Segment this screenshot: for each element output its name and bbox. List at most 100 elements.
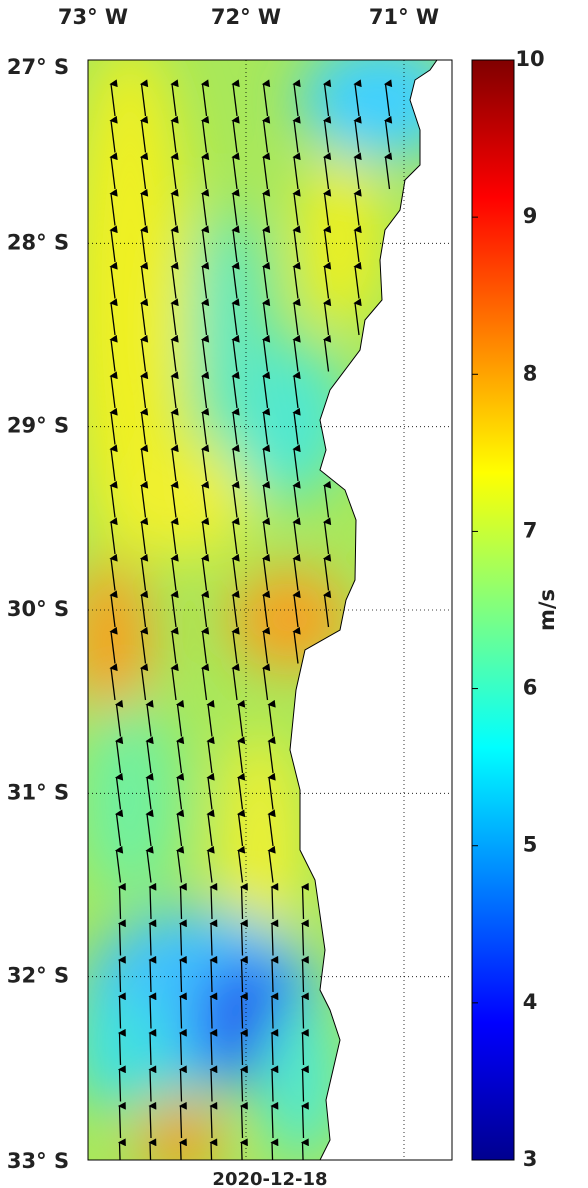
wind-arrow bbox=[109, 188, 118, 226]
wind-arrow bbox=[261, 590, 271, 628]
wind-arrow bbox=[117, 1065, 126, 1102]
wind-arrow bbox=[139, 407, 149, 445]
wind-arrow bbox=[261, 261, 271, 299]
wind-arrow bbox=[200, 444, 210, 482]
wind-arrow bbox=[322, 152, 332, 190]
wind-arrow bbox=[117, 1028, 126, 1066]
wind-arrow bbox=[117, 1101, 126, 1139]
lon-tick-label: 72° W bbox=[211, 5, 281, 29]
wind-arrow bbox=[139, 115, 149, 153]
wind-arrow bbox=[148, 992, 157, 1029]
wind-arrow bbox=[231, 334, 240, 372]
wind-arrow bbox=[239, 919, 248, 956]
wind-arrow bbox=[170, 115, 179, 153]
wind-arrow bbox=[170, 517, 179, 555]
wind-arrow bbox=[170, 188, 179, 226]
wind-arrow bbox=[292, 188, 301, 226]
wind-arrow bbox=[109, 261, 118, 299]
wind-arrow bbox=[170, 298, 179, 336]
wind-arrow bbox=[292, 517, 301, 555]
wind-arrow bbox=[200, 626, 210, 664]
wind-arrow bbox=[109, 553, 118, 591]
wind-arrow bbox=[270, 919, 279, 956]
wind-arrow bbox=[267, 699, 276, 737]
lat-tick-label: 33° S bbox=[7, 1149, 69, 1173]
wind-arrow bbox=[231, 152, 240, 190]
wind-arrow bbox=[200, 334, 210, 372]
wind-arrow bbox=[170, 407, 179, 445]
wind-arrow bbox=[109, 371, 118, 409]
wind-arrow bbox=[236, 809, 246, 847]
wind-arrow bbox=[200, 79, 210, 117]
wind-arrow bbox=[383, 79, 393, 117]
lat-tick-label: 29° S bbox=[7, 414, 69, 438]
wind-arrow bbox=[300, 1065, 309, 1102]
wind-arrow bbox=[209, 955, 218, 993]
wind-arrow bbox=[148, 1028, 157, 1066]
wind-arrow bbox=[148, 955, 157, 993]
wind-arrow bbox=[231, 626, 240, 664]
wind-arrow bbox=[239, 1065, 248, 1102]
wind-arrow bbox=[261, 298, 271, 336]
wind-arrow bbox=[117, 919, 126, 956]
wind-arrow bbox=[139, 371, 149, 409]
wind-arrow bbox=[231, 298, 240, 336]
wind-arrow bbox=[261, 407, 271, 445]
wind-arrow bbox=[170, 371, 179, 409]
wind-arrow bbox=[209, 919, 218, 956]
wind-arrow bbox=[109, 115, 118, 153]
wind-arrow bbox=[175, 809, 185, 847]
wind-arrow bbox=[353, 79, 362, 117]
wind-arrow bbox=[292, 334, 301, 372]
wind-arrow bbox=[353, 261, 362, 299]
wind-arrow bbox=[170, 444, 179, 482]
wind-arrow bbox=[145, 809, 154, 847]
wind-arrow bbox=[200, 261, 210, 299]
wind-arrow bbox=[139, 626, 149, 664]
wind-arrow bbox=[109, 334, 118, 372]
wind-arrow bbox=[261, 152, 271, 190]
wind-arrow bbox=[206, 809, 215, 847]
wind-arrow bbox=[139, 553, 149, 591]
wind-arrow bbox=[209, 992, 218, 1029]
lat-tick-label: 28° S bbox=[7, 230, 69, 254]
wind-arrow bbox=[109, 225, 118, 263]
wind-arrow bbox=[300, 992, 309, 1029]
wind-arrow bbox=[170, 225, 179, 263]
wind-arrow bbox=[231, 444, 240, 482]
wind-arrow bbox=[261, 517, 271, 555]
wind-arrow bbox=[292, 553, 301, 591]
wind-arrow bbox=[206, 845, 215, 883]
wind-arrow bbox=[178, 882, 187, 920]
ticks: 73° W 72° W 71° W 27° S 28° S 29° S 30° S 31° S… bbox=[7, 5, 545, 1173]
wind-arrow bbox=[109, 407, 118, 445]
wind-arrow bbox=[200, 663, 210, 701]
wind-arrow bbox=[178, 919, 187, 956]
wind-arrow bbox=[270, 1028, 279, 1066]
wind-arrow bbox=[261, 553, 271, 591]
wind-arrow bbox=[114, 772, 124, 810]
wind-arrow bbox=[300, 1138, 309, 1160]
wind-arrow bbox=[300, 1028, 309, 1066]
wind-arrow bbox=[200, 517, 210, 555]
wind-arrow bbox=[353, 152, 362, 190]
wind-arrow bbox=[353, 188, 362, 226]
wind-arrow bbox=[322, 225, 332, 263]
wind-arrow bbox=[148, 919, 157, 956]
wind-arrow bbox=[383, 152, 393, 190]
wind-arrow bbox=[261, 79, 271, 117]
wind-arrow bbox=[261, 115, 271, 153]
wind-arrow bbox=[292, 261, 301, 299]
wind-arrow bbox=[148, 1065, 157, 1102]
lat-tick-label: 32° S bbox=[7, 964, 69, 988]
wind-arrow bbox=[209, 882, 218, 920]
wind-arrow bbox=[231, 517, 240, 555]
wind-arrow bbox=[170, 334, 179, 372]
wind-arrow bbox=[178, 992, 187, 1029]
wind-arrow bbox=[270, 992, 279, 1029]
wind-arrow bbox=[267, 772, 276, 810]
wind-arrow bbox=[209, 1101, 218, 1139]
wind-arrow bbox=[322, 79, 332, 117]
wind-arrow bbox=[170, 590, 179, 628]
